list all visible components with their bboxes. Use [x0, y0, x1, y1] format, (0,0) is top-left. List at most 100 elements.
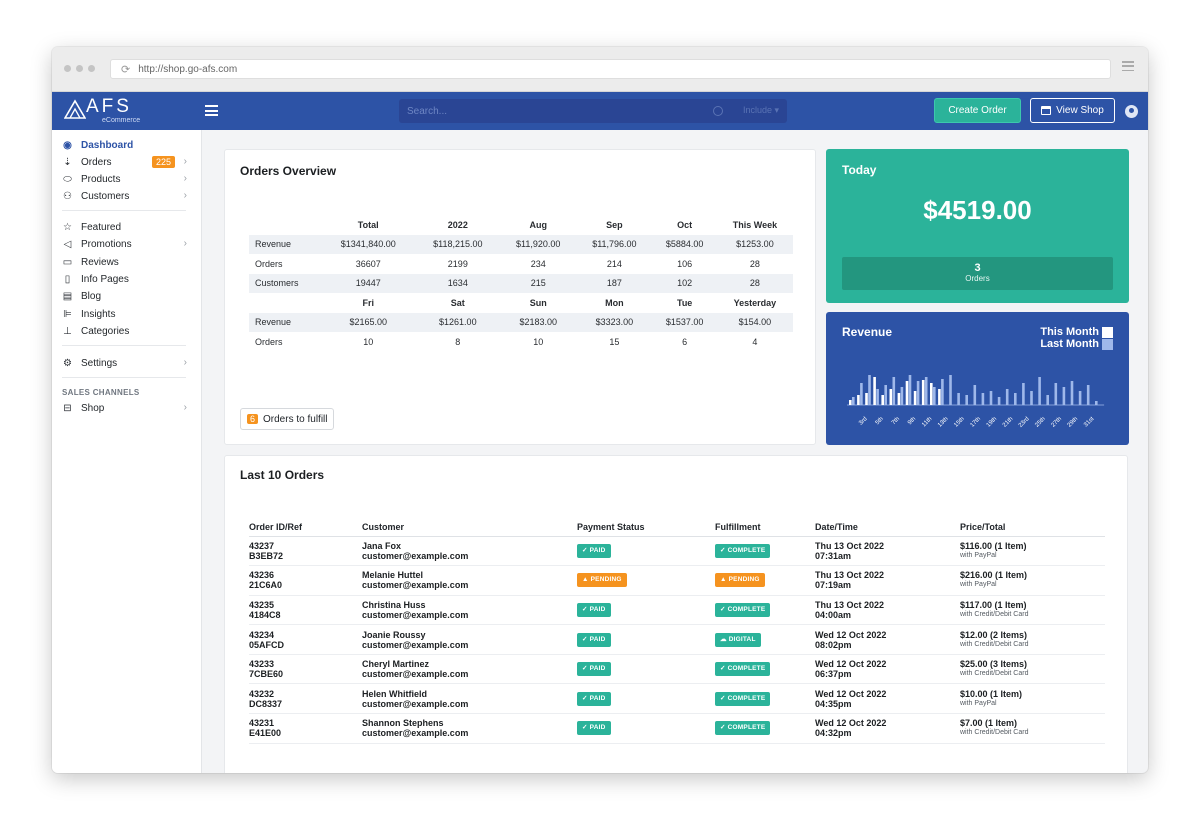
sidebar-item-categories[interactable]: ⊥ Categories	[62, 323, 187, 339]
order-time: 04:35pm	[815, 698, 852, 709]
table-cell: 187	[576, 273, 653, 293]
today-amount: $4519.00	[923, 195, 1032, 225]
sidebar-item-dashboard[interactable]: ◉ Dashboard	[62, 137, 187, 153]
url-bar[interactable]: ⟳ http://shop.go-afs.com	[110, 59, 1111, 79]
customer-name[interactable]: Melanie Huttel	[362, 570, 424, 581]
view-shop-button[interactable]: View Shop	[1030, 98, 1115, 123]
order-id-cell[interactable]: 43235 4184C8	[249, 595, 362, 626]
order-ref: DC8337	[249, 698, 283, 709]
minimize-dot[interactable]	[76, 65, 83, 72]
customer-name[interactable]: Christina Huss	[362, 599, 426, 610]
order-id-cell[interactable]: 43231 E41E00	[249, 713, 362, 744]
order-id[interactable]: 43237	[249, 540, 275, 551]
logo[interactable]: AFS eCommerce	[64, 96, 160, 126]
customer-name[interactable]: Shannon Stephens	[362, 718, 444, 729]
table-cell: 102	[652, 273, 717, 293]
order-id-cell[interactable]: 43232 DC8337	[249, 683, 362, 715]
sidebar-item-orders[interactable]: ⇣ Orders 225 ›	[62, 154, 187, 170]
payment-status-badge: ✓ PAID	[577, 632, 611, 647]
order-id[interactable]: 43233	[249, 659, 275, 670]
order-id-cell[interactable]: 43237 B3EB72	[249, 536, 362, 567]
table-row[interactable]: 43233 7CBE60 Cheryl Martinez customer@examp…	[249, 654, 1105, 685]
order-id-cell[interactable]: 43236 21C6A0	[249, 565, 362, 596]
order-price: $25.00 (3 Items)	[960, 659, 1028, 670]
customer-name[interactable]: Helen Whitfield	[362, 688, 427, 699]
table-row[interactable]: 43237 B3EB72 Jana Fox customer@example.com ✓…	[249, 536, 1105, 567]
sidebar-item-promotions[interactable]: ◁ Promotions ›	[62, 236, 187, 252]
sidebar-item-featured[interactable]: ☆ Featured	[62, 219, 187, 235]
search-input[interactable]	[407, 105, 707, 117]
table-row[interactable]: 43236 21C6A0 Melanie Huttel customer@exampl…	[249, 565, 1105, 596]
chevron-right-icon: ›	[183, 238, 187, 249]
price-cell: $10.00 (1 Item) with PayPal	[960, 683, 1105, 715]
create-order-button[interactable]: Create Order	[934, 98, 1021, 123]
sidebar-item-shop[interactable]: ⊟ Shop ›	[62, 400, 187, 416]
order-id[interactable]: 43231	[249, 718, 275, 729]
revenue-bar-last-month	[868, 375, 871, 405]
chart-icon: ⊫	[63, 308, 72, 320]
blog-icon: ▤	[62, 290, 73, 302]
browser-chrome: ⟳ http://shop.go-afs.com	[52, 47, 1148, 92]
order-id[interactable]: 43234	[249, 629, 275, 640]
browser-menu-icon[interactable]	[1122, 61, 1134, 71]
payment-cell: ✓ PAID	[577, 713, 715, 744]
search-clear-icon[interactable]	[713, 106, 723, 116]
x-tick-label: 25th	[1034, 416, 1047, 429]
revenue-bar-last-month	[965, 395, 968, 405]
order-date: Wed 12 Oct 2022	[815, 688, 887, 699]
fulfill-count-badge: 6	[247, 414, 259, 424]
order-id-cell[interactable]: 43234 05AFCD	[249, 624, 362, 655]
hamburger-menu-icon[interactable]	[205, 105, 218, 116]
table-cell: 10	[363, 336, 374, 347]
star-icon: ☆	[63, 221, 72, 233]
maximize-dot[interactable]	[88, 65, 95, 72]
order-id[interactable]: 43235	[249, 599, 275, 610]
payment-status-badge: ▲ PENDING	[577, 573, 627, 588]
include-dropdown[interactable]: Include ▾	[742, 105, 779, 115]
shop-icon	[1041, 106, 1052, 115]
payment-method: with Credit/Debit Card	[960, 729, 1029, 737]
customer-name[interactable]: Jana Fox	[362, 540, 402, 551]
close-dot[interactable]	[64, 65, 71, 72]
x-tick-label: 17th	[970, 416, 983, 429]
customer-cell: Shannon Stephens customer@example.com	[362, 713, 577, 744]
revenue-bar-last-month	[1054, 383, 1058, 405]
sidebar-item-insights[interactable]: ⊫ Insights	[62, 306, 187, 322]
customer-name[interactable]: Cheryl Martinez	[362, 659, 430, 670]
user-avatar-icon[interactable]	[1125, 105, 1138, 118]
sidebar-item-settings[interactable]: ⚙ Settings ›	[62, 355, 187, 371]
sidebar-item-label: Orders	[81, 156, 112, 168]
revenue-bar-last-month	[892, 377, 896, 405]
fulfillment-cell: ✓ COMPLETE	[715, 536, 815, 567]
sidebar-item-blog[interactable]: ▤ Blog	[62, 288, 187, 304]
revenue-bar-last-month	[1038, 377, 1041, 405]
window-controls	[64, 65, 95, 72]
order-id[interactable]: 43236	[249, 570, 275, 581]
table-row[interactable]: 43234 05AFCD Joanie Roussy customer@example…	[249, 624, 1105, 655]
sidebar-item-info-pages[interactable]: ▯ Info Pages	[62, 271, 187, 287]
sidebar-item-reviews[interactable]: ▭ Reviews	[62, 254, 187, 270]
sidebar-item-customers[interactable]: ⚇ Customers ›	[62, 188, 187, 204]
x-tick-label: 3rd	[858, 416, 868, 426]
sidebar-item-label: Shop	[81, 402, 105, 414]
table-cell: $11,796.00	[576, 234, 653, 254]
customer-name[interactable]: Joanie Roussy	[362, 629, 426, 640]
reload-icon[interactable]: ⟳	[121, 63, 131, 76]
table-cell: 36607	[355, 258, 381, 269]
revenue-bar-this-month	[849, 400, 852, 405]
orders-to-fulfill-button[interactable]: 6 Orders to fulfill	[240, 408, 335, 430]
order-id[interactable]: 43232	[249, 688, 275, 699]
sidebar-item-products[interactable]: ⬭ Products ›	[62, 171, 187, 187]
table-cell: $1253.00	[716, 234, 793, 254]
order-id-cell[interactable]: 43233 7CBE60	[249, 654, 362, 685]
revenue-bar-last-month	[876, 389, 879, 405]
sidebar-item-label: Info Pages	[81, 273, 129, 285]
url-text: http://shop.go-afs.com	[138, 63, 238, 75]
table-cell: 214	[606, 258, 622, 269]
date-cell: Wed 12 Oct 2022 06:37pm	[815, 654, 960, 685]
table-row[interactable]: 43232 DC8337 Helen Whitfield customer@examp…	[249, 683, 1105, 715]
table-row[interactable]: 43235 4184C8 Christina Huss customer@exampl…	[249, 595, 1105, 626]
payment-cell: ✓ PAID	[577, 654, 715, 685]
table-row[interactable]: 43231 E41E00 Shannon Stephens customer@exam…	[249, 713, 1105, 744]
revenue-bar-chart: 3rd 5th 7th 9th 11th 13th 15th 17th 19th 21th 23rd…	[847, 375, 1105, 429]
